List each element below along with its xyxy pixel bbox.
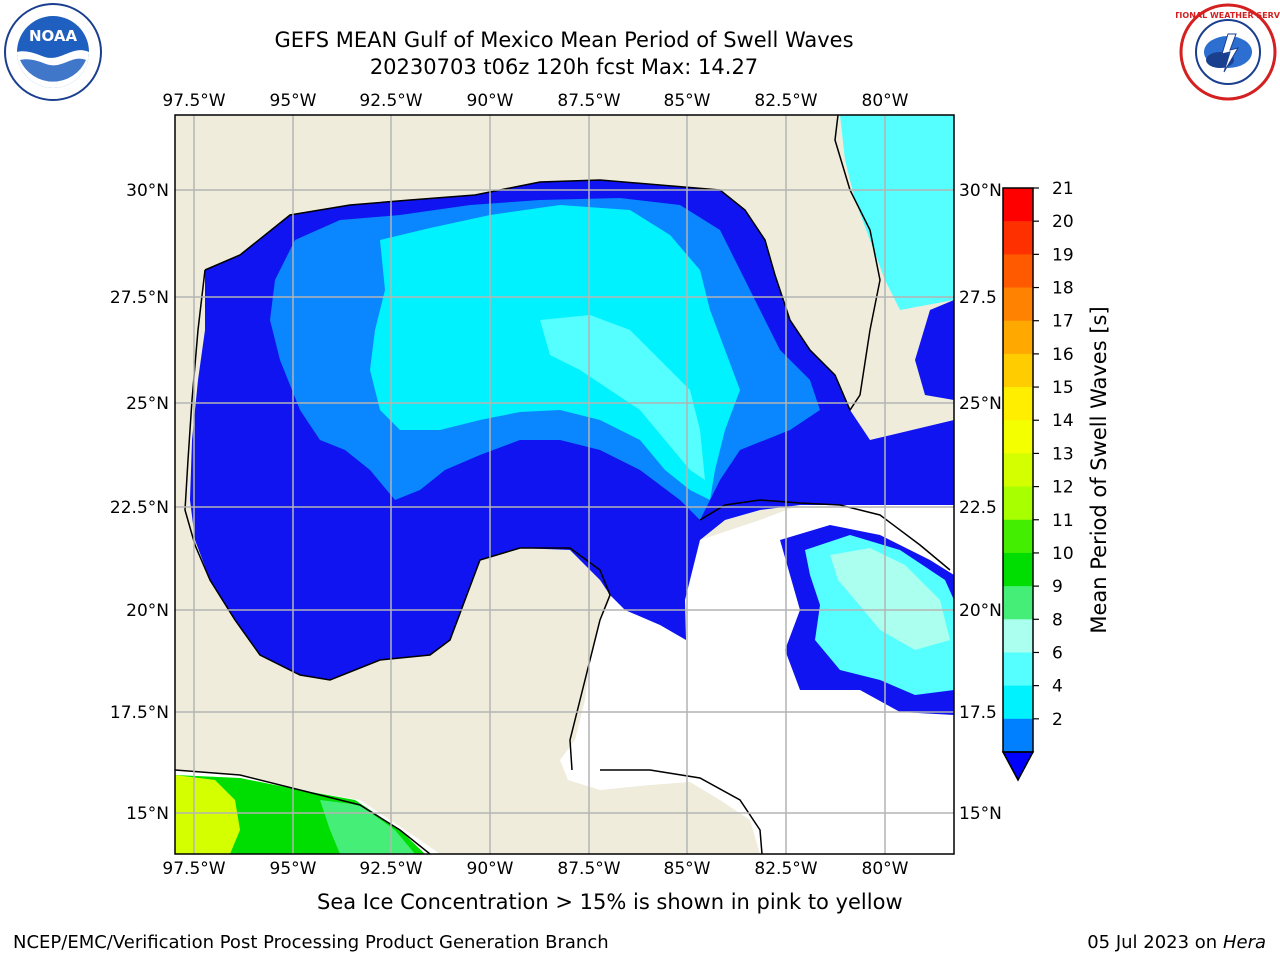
nws-logo-text: NATIONAL WEATHER SERVICE (1176, 11, 1280, 20)
lon-label-top: 90°W (467, 91, 514, 111)
lat-label-right: 17.5 (959, 703, 997, 723)
colorbar-swatch (1003, 685, 1033, 720)
lat-label-right: 30°N (959, 181, 1002, 201)
colorbar-label: Mean Period of Swell Waves [s] (1087, 306, 1111, 633)
colorbar-swatch (1003, 188, 1033, 222)
noaa-logo-text: NOAA (29, 27, 78, 45)
lon-label-top: 92.5°W (359, 91, 422, 111)
lon-label-top: 95°W (270, 91, 317, 111)
lat-label-left: 22.5°N (110, 498, 169, 518)
lat-label-left: 15°N (126, 804, 169, 824)
lon-label-bottom: 82.5°W (754, 859, 817, 879)
colorbar-tick-label: 21 (1052, 179, 1074, 199)
coastline (175, 115, 951, 854)
footer-host: Hera (1222, 932, 1266, 953)
colorbar-tick-label: 13 (1052, 444, 1074, 464)
lat-label-right: 25°N (959, 394, 1002, 414)
lat-label-left: 17.5°N (110, 703, 169, 723)
footer-credit: NCEP/EMC/Verification Post Processing Pr… (13, 932, 609, 953)
lon-label-top: 85°W (664, 91, 711, 111)
sea-ice-note: Sea Ice Concentration > 15% is shown in … (317, 890, 903, 914)
colorbar-tick-label: 18 (1052, 279, 1074, 299)
lat-label-right: 20°N (959, 601, 1002, 621)
colorbar-swatch (1003, 619, 1033, 653)
lat-label-right: 27.5 (959, 288, 997, 308)
colorbar-swatch (1003, 652, 1033, 687)
colorbar-tick-label: 15 (1052, 378, 1074, 398)
colorbar-tick-label: 6 (1052, 643, 1063, 663)
lon-label-bottom: 90°W (467, 859, 514, 879)
colorbar-swatch (1003, 387, 1033, 421)
nws-logo: NATIONAL WEATHER SERVICE (1176, 3, 1280, 101)
graticule (175, 115, 954, 854)
colorbar-swatch (1003, 486, 1033, 521)
lon-label-top: 87.5°W (557, 91, 620, 111)
pacific-wave-field-yellow (175, 775, 240, 854)
colorbar-tick-label: 17 (1052, 312, 1074, 332)
colorbar-swatch (1003, 586, 1033, 620)
colorbar-tick-label: 19 (1052, 245, 1074, 265)
lat-label-left: 27.5°N (110, 288, 169, 308)
footer-date-text: 05 Jul 2023 on (1087, 932, 1223, 953)
colorbar-swatch (1003, 420, 1033, 454)
colorbar-frame (1002, 187, 1034, 753)
map-frame (174, 114, 955, 855)
colorbar-swatch (1003, 320, 1033, 355)
colorbar-swatch (1003, 221, 1033, 255)
colorbar-swatch (1003, 718, 1033, 753)
colorbar-swatch (1003, 287, 1033, 322)
lon-label-bottom: 95°W (270, 859, 317, 879)
lat-label-right: 22.5 (959, 498, 997, 518)
colorbar-swatch (1003, 453, 1033, 488)
lon-label-bottom: 80°W (862, 859, 909, 879)
colorbar-tick-label: 8 (1052, 610, 1063, 630)
colorbar-tick-label: 2 (1052, 710, 1063, 730)
lat-label-right: 15°N (959, 804, 1002, 824)
colorbar-swatch (1003, 552, 1033, 587)
colorbar-swatch (1003, 353, 1033, 388)
colorbar-tick-label: 16 (1052, 345, 1074, 365)
colorbar-swatch (1003, 519, 1033, 554)
lon-label-bottom: 87.5°W (557, 859, 620, 879)
noaa-logo: NOAA (4, 3, 102, 101)
lat-label-left: 30°N (126, 181, 169, 201)
colorbar: 21 20 19 18 17 16 15 14 13 12 11 10 9 8 6 4 2 Mean Perio… (1001, 179, 1111, 782)
lon-label-top: 82.5°W (754, 91, 817, 111)
colorbar-extend-triangle (1001, 751, 1035, 782)
atlantic-wave-field-blue (915, 300, 954, 400)
atlantic-wave-field (840, 115, 954, 310)
colorbar-tick-label: 14 (1052, 411, 1074, 431)
colorbar-tick-label: 20 (1052, 212, 1074, 232)
lon-label-bottom: 92.5°W (359, 859, 422, 879)
lat-label-left: 25°N (126, 394, 169, 414)
lon-label-bottom: 97.5°W (162, 859, 225, 879)
colorbar-tick-label: 11 (1052, 511, 1074, 531)
lon-label-top: 80°W (862, 91, 909, 111)
lat-label-left: 20°N (126, 601, 169, 621)
caribbean-wave-band-light (830, 548, 950, 650)
map-subtitle: 20230703 t06z 120h fcst Max: 14.27 (369, 55, 759, 79)
colorbar-tick-label: 9 (1052, 577, 1063, 597)
footer-date: 05 Jul 2023 on Hera (1087, 932, 1266, 953)
colorbar-tick-label: 10 (1052, 544, 1074, 564)
map-title: GEFS MEAN Gulf of Mexico Mean Period of … (274, 28, 854, 52)
colorbar-tick-label: 4 (1052, 677, 1063, 697)
lon-label-top: 97.5°W (162, 91, 225, 111)
lon-label-bottom: 85°W (664, 859, 711, 879)
colorbar-tick-label: 12 (1052, 478, 1074, 498)
wave-band-light-cyan (540, 315, 705, 480)
colorbar-swatch (1003, 254, 1033, 289)
